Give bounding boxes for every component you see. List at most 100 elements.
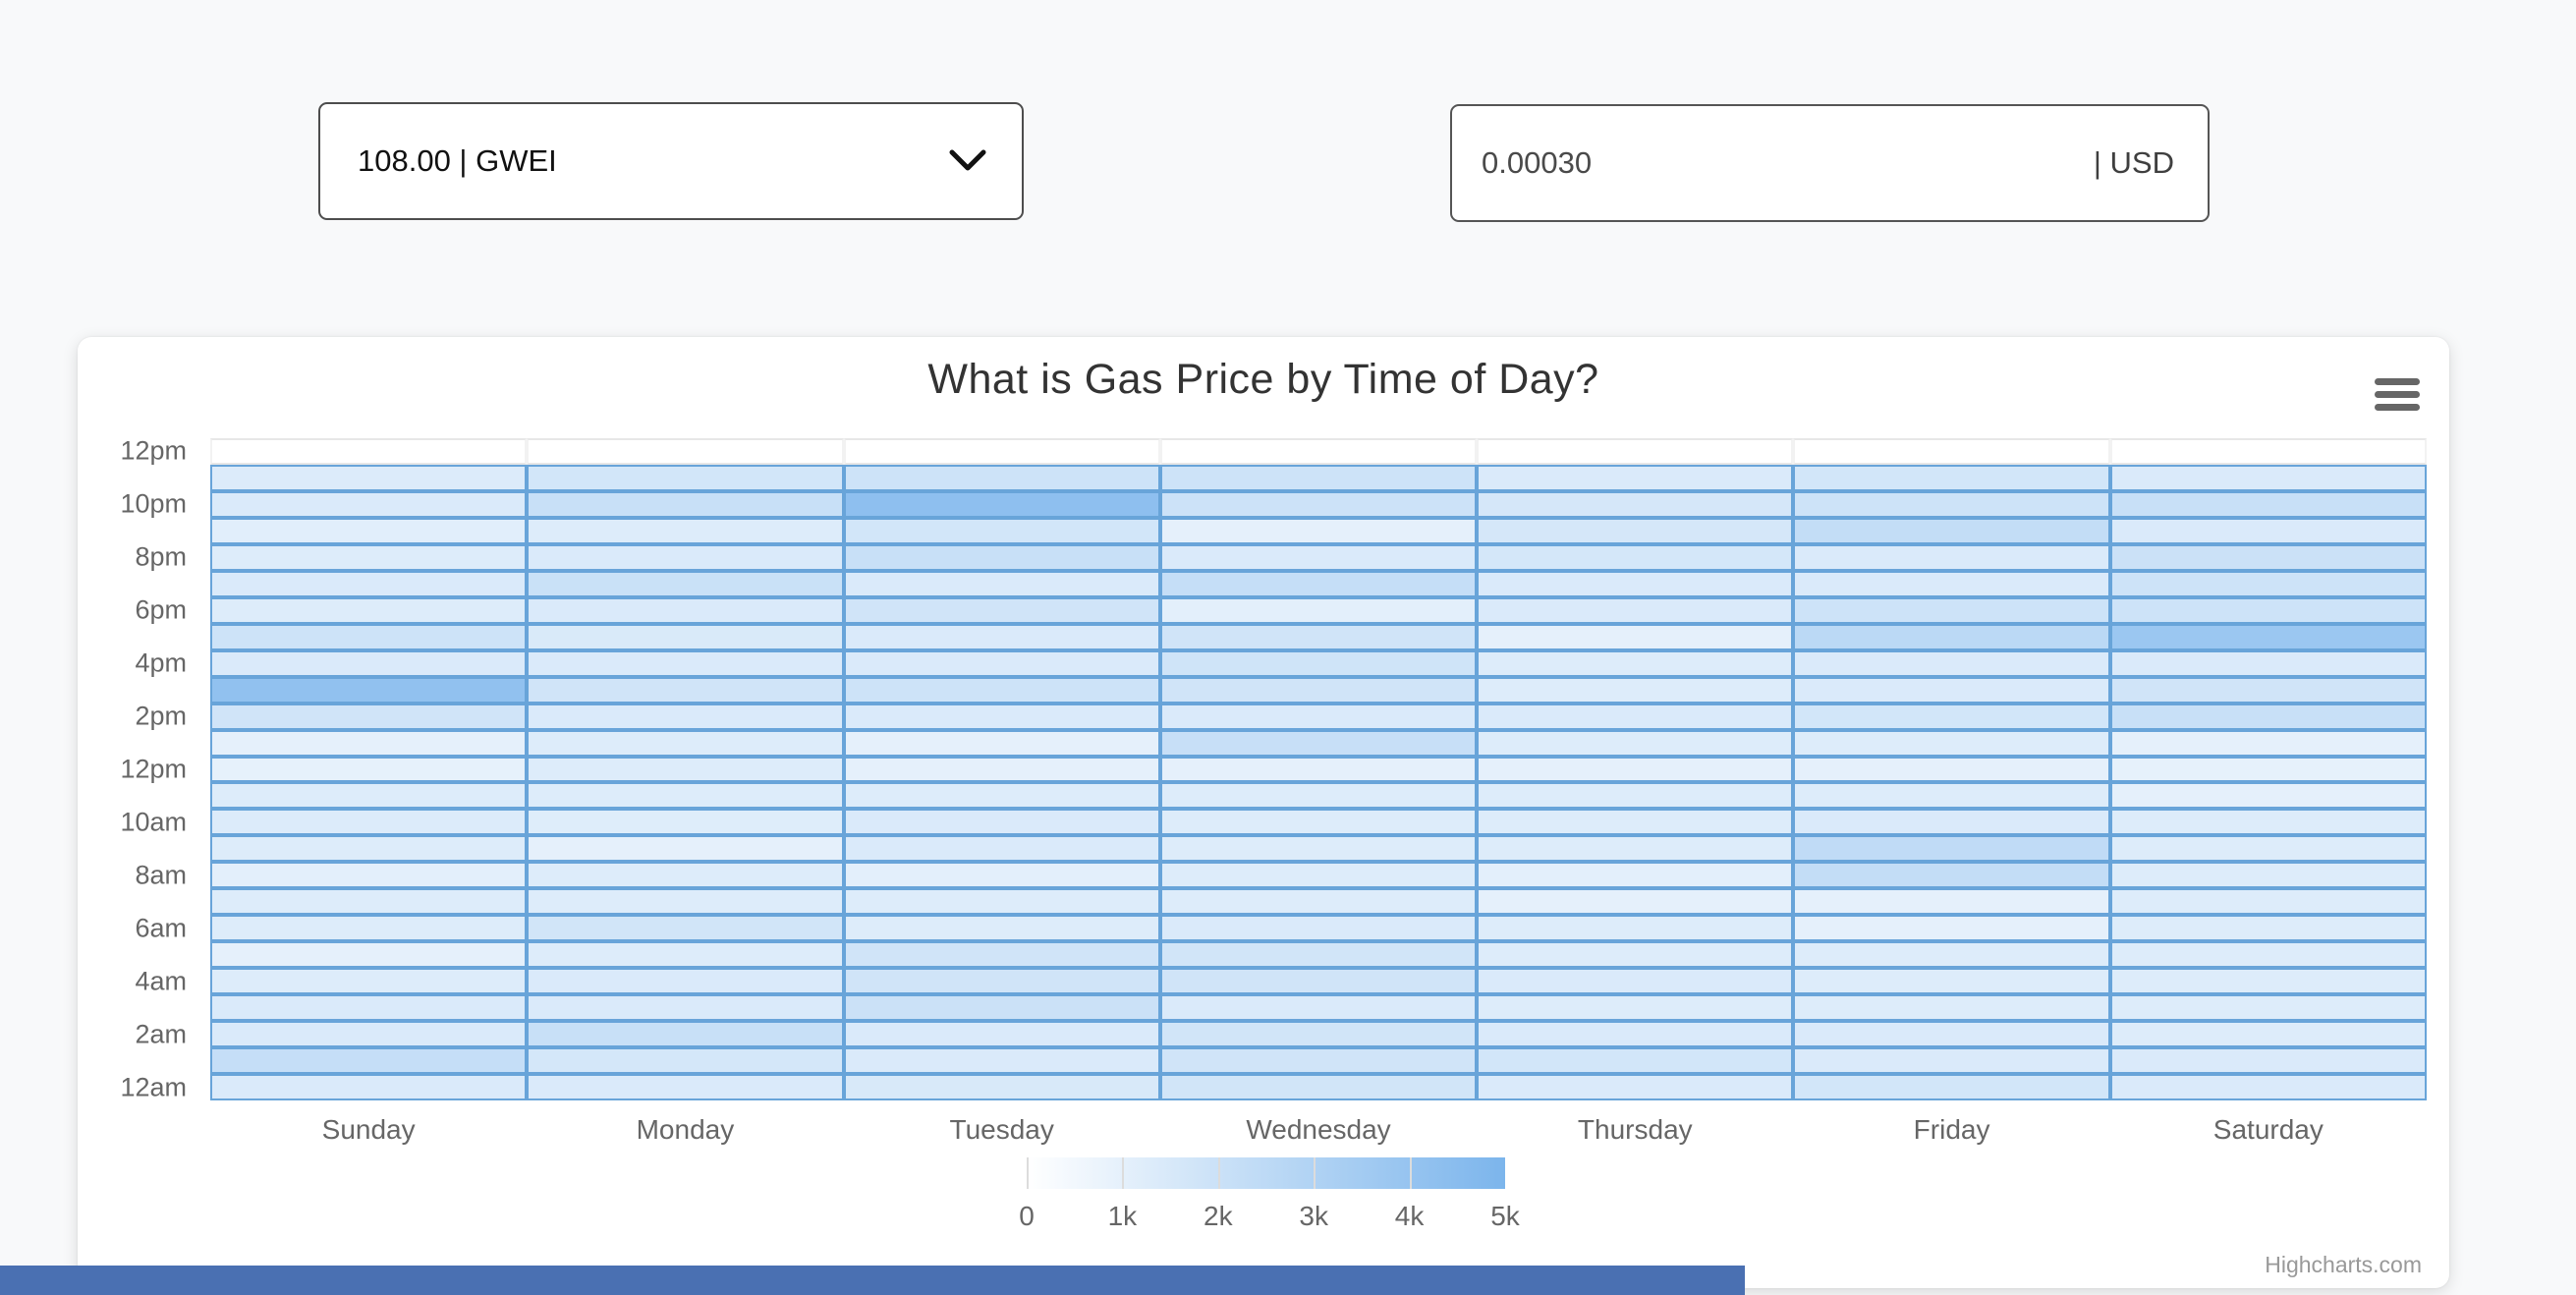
heatmap-cell[interactable]	[1793, 888, 2110, 916]
heatmap-cell[interactable]	[1159, 438, 1478, 465]
heatmap-cell[interactable]	[1477, 1074, 1794, 1100]
heatmap-cell[interactable]	[1159, 941, 1478, 969]
heatmap-cell[interactable]	[527, 649, 844, 677]
heatmap-cell[interactable]	[1793, 915, 2110, 942]
heatmap-cell[interactable]	[1793, 596, 2110, 624]
heatmap-cell[interactable]	[527, 729, 844, 757]
heatmap-cell[interactable]	[1159, 543, 1478, 571]
heatmap-cell[interactable]	[2109, 623, 2427, 650]
heatmap-cell[interactable]	[1159, 596, 1478, 624]
heatmap-cell[interactable]	[1477, 888, 1794, 916]
heatmap-cell[interactable]	[1477, 464, 1794, 491]
heatmap-cell[interactable]	[1477, 490, 1794, 518]
heatmap-cell[interactable]	[1793, 809, 2110, 836]
heatmap-cell[interactable]	[2109, 1074, 2427, 1100]
heatmap-cell[interactable]	[1477, 729, 1794, 757]
heatmap-cell[interactable]	[210, 809, 528, 836]
heatmap-cell[interactable]	[1159, 1074, 1478, 1100]
heatmap-cell[interactable]	[527, 490, 844, 518]
heatmap-cell[interactable]	[527, 756, 844, 783]
heatmap-cell[interactable]	[527, 1021, 844, 1048]
heatmap-cell[interactable]	[527, 517, 844, 544]
heatmap-cell[interactable]	[1159, 676, 1478, 704]
heatmap-cell[interactable]	[527, 809, 844, 836]
heatmap-cell[interactable]	[2109, 570, 2427, 597]
heatmap-cell[interactable]	[527, 703, 844, 730]
heatmap-cell[interactable]	[1159, 835, 1478, 863]
heatmap-cell[interactable]	[210, 464, 528, 491]
heatmap-cell[interactable]	[527, 543, 844, 571]
heatmap-cell[interactable]	[1477, 596, 1794, 624]
heatmap-cell[interactable]	[527, 994, 844, 1022]
heatmap-cell[interactable]	[1477, 782, 1794, 810]
heatmap-cell[interactable]	[210, 756, 528, 783]
heatmap-cell[interactable]	[2109, 994, 2427, 1022]
heatmap-cell[interactable]	[2109, 756, 2427, 783]
heatmap-cell[interactable]	[1159, 809, 1478, 836]
heatmap-cell[interactable]	[527, 862, 844, 889]
heatmap-cell[interactable]	[210, 623, 528, 650]
heatmap-cell[interactable]	[1793, 623, 2110, 650]
heatmap-cell[interactable]	[1793, 703, 2110, 730]
heatmap-cell[interactable]	[1477, 649, 1794, 677]
heatmap-cell[interactable]	[843, 756, 1160, 783]
chart-context-menu-button[interactable]	[2366, 369, 2429, 419]
heatmap-cell[interactable]	[210, 596, 528, 624]
heatmap-cell[interactable]	[1477, 676, 1794, 704]
heatmap-cell[interactable]	[2109, 676, 2427, 704]
heatmap-cell[interactable]	[210, 941, 528, 969]
heatmap-cell[interactable]	[527, 835, 844, 863]
heatmap-cell[interactable]	[1159, 729, 1478, 757]
heatmap-cell[interactable]	[2109, 1047, 2427, 1075]
heatmap-cell[interactable]	[843, 809, 1160, 836]
heatmap-cell[interactable]	[527, 941, 844, 969]
heatmap-cell[interactable]	[843, 888, 1160, 916]
heatmap-cell[interactable]	[843, 517, 1160, 544]
heatmap-cell[interactable]	[1793, 570, 2110, 597]
heatmap-cell[interactable]	[1793, 862, 2110, 889]
heatmap-cell[interactable]	[1477, 756, 1794, 783]
heatmap-cell[interactable]	[843, 782, 1160, 810]
heatmap-cell[interactable]	[1477, 835, 1794, 863]
heatmap-cell[interactable]	[843, 994, 1160, 1022]
heatmap-cell[interactable]	[1477, 543, 1794, 571]
heatmap-cell[interactable]	[1793, 676, 2110, 704]
heatmap-cell[interactable]	[1477, 941, 1794, 969]
heatmap-cell[interactable]	[2109, 703, 2427, 730]
heatmap-cell[interactable]	[1159, 570, 1478, 597]
heatmap-cell[interactable]	[1477, 703, 1794, 730]
heatmap-cell[interactable]	[2109, 490, 2427, 518]
heatmap-cell[interactable]	[1793, 994, 2110, 1022]
heatmap-cell[interactable]	[527, 438, 844, 465]
heatmap-cell[interactable]	[843, 703, 1160, 730]
heatmap-cell[interactable]	[843, 464, 1160, 491]
heatmap-cell[interactable]	[210, 915, 528, 942]
heatmap-cell[interactable]	[2109, 729, 2427, 757]
gas-price-select[interactable]: 108.00 | GWEI	[318, 102, 1024, 220]
heatmap-cell[interactable]	[1477, 623, 1794, 650]
heatmap-cell[interactable]	[843, 596, 1160, 624]
heatmap-cell[interactable]	[1159, 703, 1478, 730]
heatmap-cell[interactable]	[2109, 809, 2427, 836]
heatmap-cell[interactable]	[210, 1074, 528, 1100]
heatmap-cell[interactable]	[1793, 464, 2110, 491]
heatmap-cell[interactable]	[210, 782, 528, 810]
heatmap-cell[interactable]	[1159, 623, 1478, 650]
heatmap-cell[interactable]	[210, 438, 528, 465]
highcharts-credits-link[interactable]: Highcharts.com	[2265, 1252, 2422, 1277]
heatmap-cell[interactable]	[527, 623, 844, 650]
heatmap-cell[interactable]	[210, 994, 528, 1022]
heatmap-cell[interactable]	[1159, 517, 1478, 544]
heatmap-cell[interactable]	[1793, 1074, 2110, 1100]
heatmap-cell[interactable]	[1477, 517, 1794, 544]
heatmap-cell[interactable]	[1793, 1047, 2110, 1075]
heatmap-cell[interactable]	[210, 835, 528, 863]
heatmap-cell[interactable]	[527, 596, 844, 624]
heatmap-cell[interactable]	[1793, 490, 2110, 518]
heatmap-cell[interactable]	[1159, 968, 1478, 995]
heatmap-cell[interactable]	[1159, 756, 1478, 783]
heatmap-cell[interactable]	[843, 570, 1160, 597]
heatmap-cell[interactable]	[210, 649, 528, 677]
heatmap-cell[interactable]	[1793, 835, 2110, 863]
heatmap-cell[interactable]	[1477, 438, 1794, 465]
